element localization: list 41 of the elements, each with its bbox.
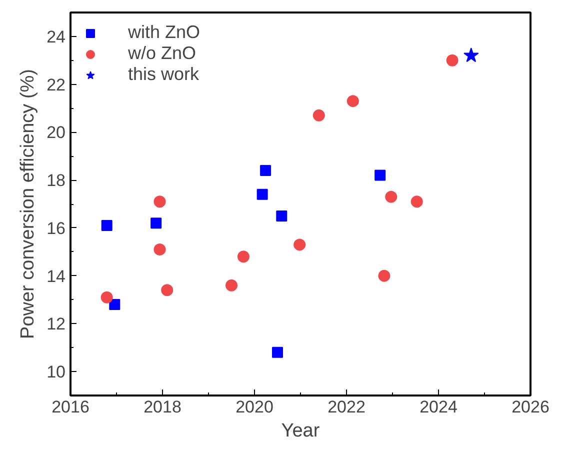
y-tick-label: 20 — [46, 123, 66, 142]
y-tick-label: 24 — [46, 27, 66, 46]
point — [226, 279, 238, 292]
point — [464, 48, 479, 62]
point — [276, 210, 288, 222]
point — [385, 190, 398, 203]
legend-label: with ZnO — [128, 22, 200, 43]
point — [154, 196, 166, 208]
point — [161, 284, 174, 296]
x-tick-label: 2020 — [236, 398, 274, 416]
point — [256, 188, 268, 200]
x-tick-label: 2022 — [328, 398, 366, 416]
x-tick-label: 2024 — [420, 398, 458, 416]
y-tick-label: 10 — [46, 362, 66, 382]
point — [374, 170, 386, 181]
x-axis-title: Year — [281, 420, 320, 442]
legend-label: this work — [128, 64, 200, 85]
point — [294, 238, 306, 251]
y-tick-label: 22 — [46, 75, 66, 94]
x-tick-label: 2016 — [52, 398, 90, 416]
point — [109, 299, 120, 310]
legend-label: w/o ZnO — [128, 43, 196, 64]
y-tick-label: 18 — [46, 171, 66, 190]
point — [272, 346, 283, 358]
point — [154, 243, 166, 256]
point — [150, 218, 162, 229]
x-tick-label: 2018 — [144, 398, 182, 416]
y-tick-label: 12 — [46, 314, 66, 334]
y-tick-label: 14 — [46, 266, 66, 286]
x-tick-label: 2026 — [512, 398, 550, 416]
point — [346, 95, 359, 108]
y-axis-title: Power conversion efficiency (%) — [18, 69, 39, 339]
point — [312, 109, 325, 122]
point — [260, 164, 272, 176]
point — [101, 220, 112, 232]
point — [446, 54, 458, 66]
point — [237, 250, 250, 263]
point — [410, 196, 423, 208]
point — [100, 291, 113, 304]
y-tick-label: 16 — [46, 218, 66, 238]
point — [378, 270, 390, 282]
